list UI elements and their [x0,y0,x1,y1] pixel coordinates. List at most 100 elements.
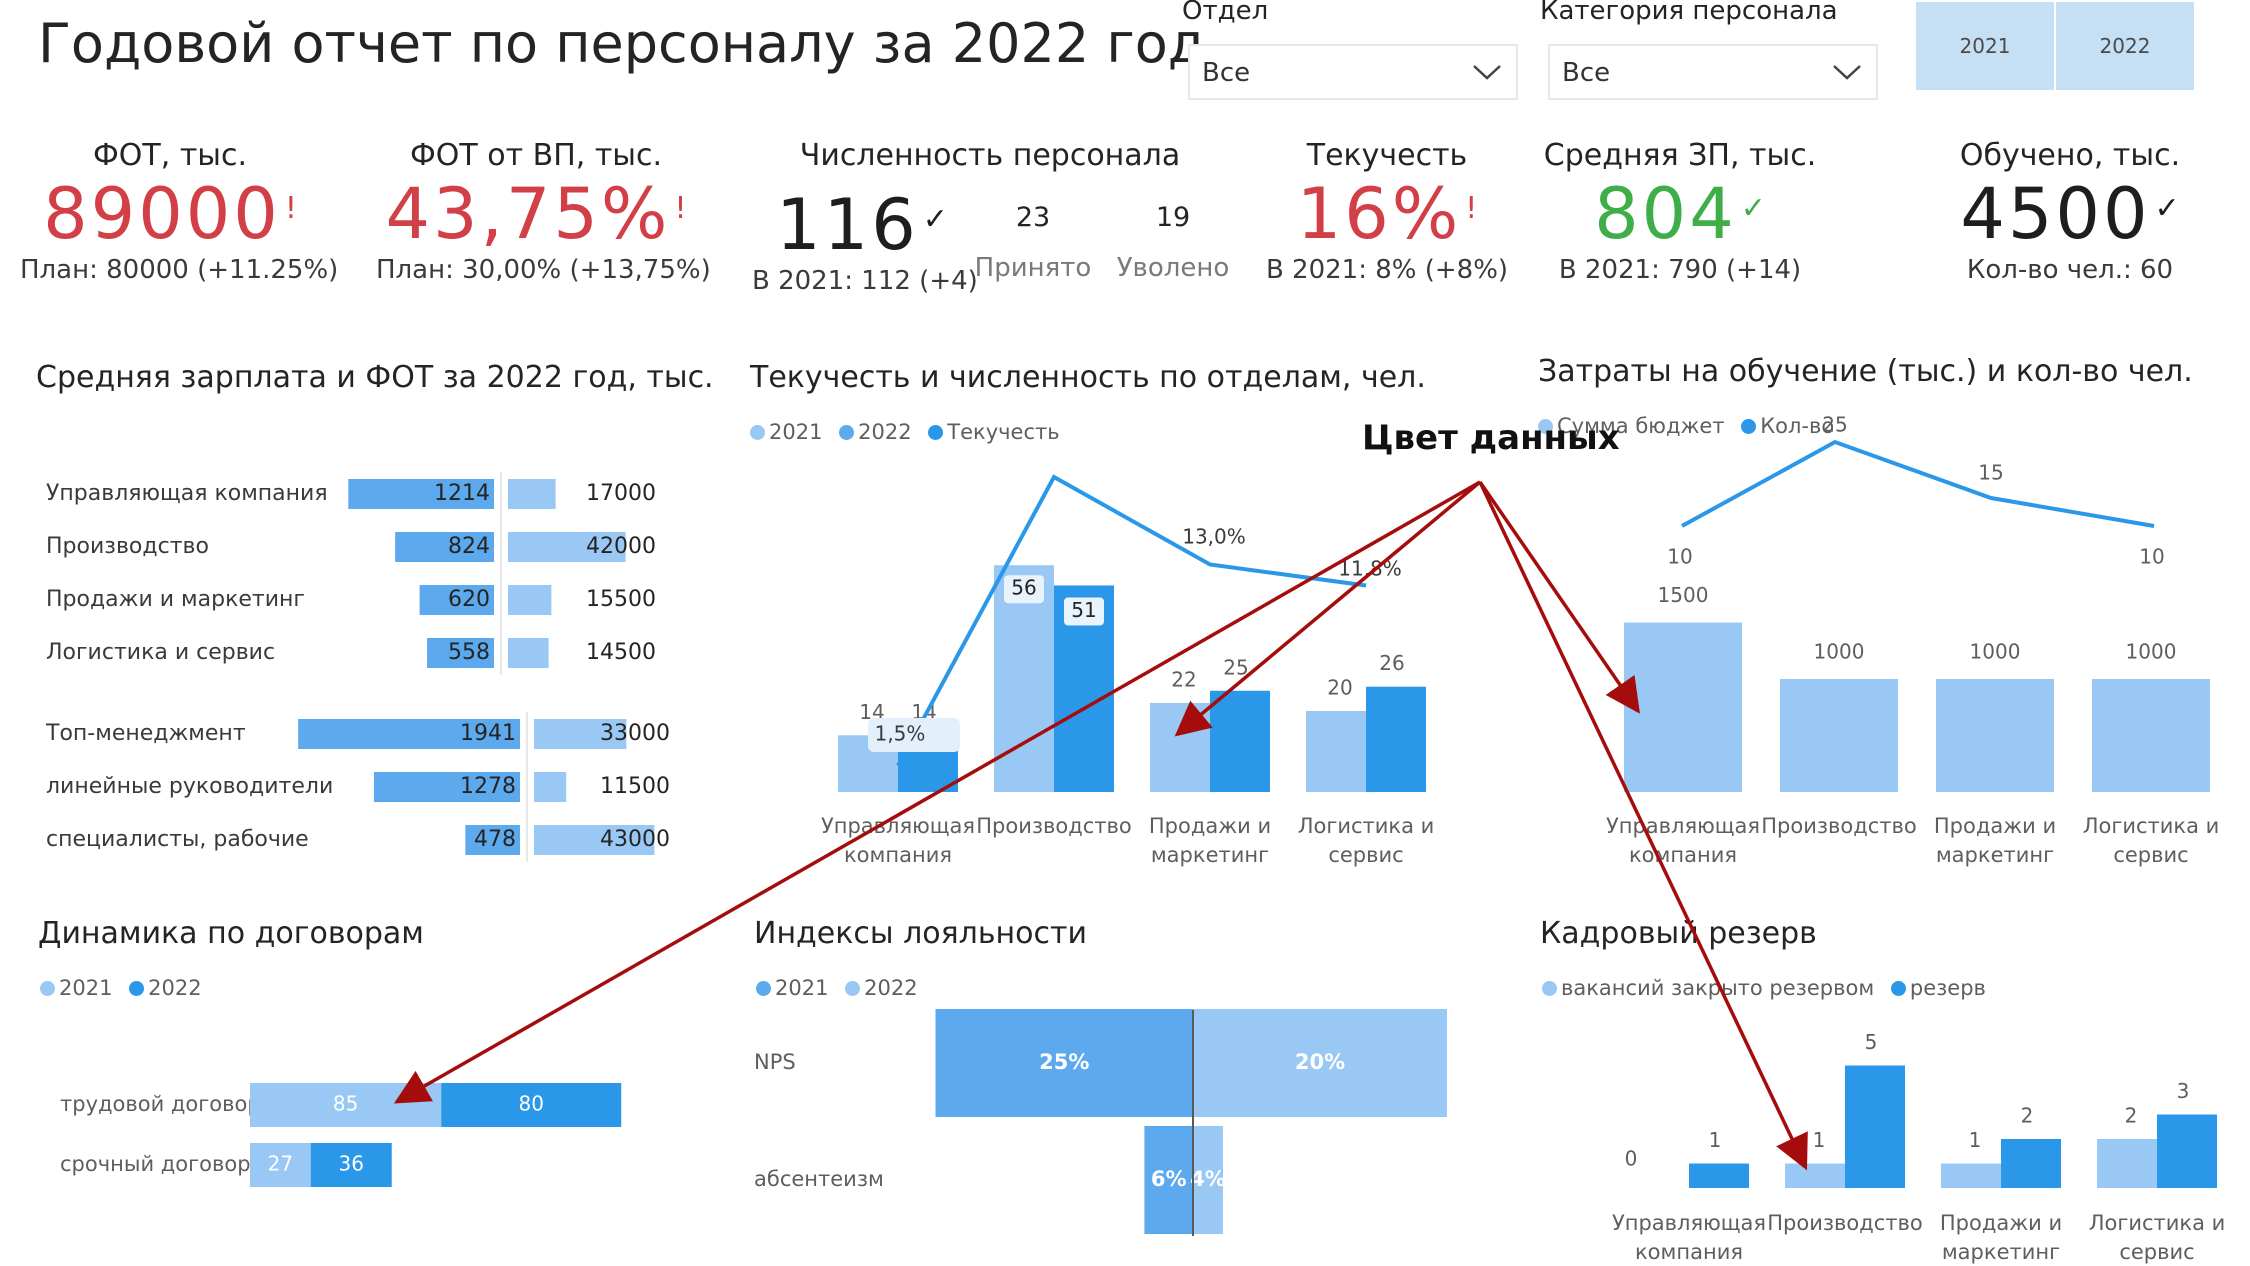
bar-2021 [935,1009,1193,1117]
reserve-bar-value: 5 [1865,1030,1878,1054]
alert-icon: ! [674,191,687,226]
checkmark-icon: ✓ [2154,191,2180,226]
category-label: маркетинг [1942,1240,2060,1264]
legend-item-2022[interactable]: 2022 [129,976,202,1000]
fot-bar-value: 11500 [600,774,670,799]
checkmark-icon: ✓ [1740,191,1766,226]
kpi-headcount-main: 116 ✓ В 2021: 112 (+4) [752,190,978,296]
kpi-turnover-prev: В 2021: 8% (+8%) [1265,255,1509,285]
legend-item-2022[interactable]: 2022 [839,420,912,444]
fot-bar-value: 42000 [586,534,656,559]
kpi-avg-salary-value: 804 [1594,173,1737,255]
turnover-value-label: 1,5% [875,722,926,746]
annotation-arrow [1478,481,1640,714]
bar-2021-value: 85 [333,1092,358,1116]
reserve-bar-value: 2 [2021,1104,2034,1128]
department-dropdown[interactable]: Все [1188,44,1518,100]
kpi-headcount-title: Численность персонала [799,138,1181,173]
salary-bar [395,532,494,562]
kpi-fot-value: 89000 [43,173,281,255]
legend-item-2021[interactable]: 2021 [40,976,112,1000]
count-value: 10 [2139,545,2164,569]
chevron-down-icon [1473,65,1501,80]
turnover-value-label: 13,0% [1182,525,1246,549]
category-label: сервис [2113,843,2188,867]
budget-bar-value: 1000 [2126,640,2177,664]
turnover-label-box [868,718,960,752]
checkmark-icon: ✓ [922,202,948,237]
salary-bar [348,479,494,509]
category-label: Управляющая [1606,814,1760,838]
legend-item-budget[interactable]: Сумма бюджет [1538,414,1725,438]
legend-item-2022[interactable]: 2022 [845,976,918,1000]
year-button-2022[interactable]: 2022 [2056,2,2194,90]
fot-bar [534,825,655,855]
fot-bar [534,772,567,802]
kpi-fired-label: Уволено [1116,253,1230,283]
fot-bar [508,638,549,668]
budget-bar-value: 1000 [1814,640,1865,664]
salary-bar-value: 824 [448,534,490,559]
category-label: Управляющая компания [46,481,328,506]
category-dropdown[interactable]: Все [1548,44,1878,100]
category-label: Производство [976,814,1132,838]
closed-bar [2097,1139,2157,1188]
category-dropdown-value: Все [1562,58,1611,88]
salary-chart-title: Средняя зарплата и ФОТ за 2022 год, тыс. [36,360,714,395]
salary-bar [373,772,520,802]
kpi-avg-salary-card: Средняя ЗП, тыс. 804 ✓ В 2021: 790 (+14) [1540,138,1820,285]
category-label: линейные руководители [46,774,333,799]
kpi-hired-value: 23 [1015,202,1051,233]
category-label: Топ-менеджмент [45,721,246,746]
annotation-arrow [1174,480,1482,737]
kpi-fot-vp-plan: План: 30,00% (+13,75%) [376,255,711,285]
reserve-bar-value: 1 [1709,1128,1722,1152]
bar-2022 [1210,690,1270,792]
kpi-fired: 19 Уволено [1108,202,1238,283]
reserve-bar [2001,1139,2061,1188]
fot-bar-value: 15500 [586,587,656,612]
category-label: NPS [754,1050,796,1074]
category-label: Производство [1761,814,1917,838]
category-label: сервис [1328,843,1403,867]
annotation-arrow [393,480,1481,1104]
category-label: маркетинг [1936,843,2054,867]
annotation-arrow [1478,481,1808,1171]
category-label: компания [1635,1240,1743,1264]
closed-bar-value: 0 [1625,1147,1638,1171]
salary-bar-value: 478 [474,827,516,852]
category-label: компания [1629,843,1737,867]
legend-item-count[interactable]: Кол-во [1741,414,1834,438]
kpi-trained-card: Обучено, тыс. 4500 ✓ Кол-во чел.: 60 [1930,138,2210,285]
salary-bar [419,585,494,615]
fot-bar [508,532,626,562]
salary-bar-value: 1278 [460,774,516,799]
reserve-bar [1845,1065,1905,1188]
category-label: Логистика и [2083,814,2220,838]
fot-bar-value: 33000 [600,721,670,746]
salary-bar-value: 1214 [434,481,490,506]
bar-2021 [1144,1126,1193,1234]
category-label: специалисты, рабочие [46,827,309,852]
annotation-label: Цвет данных [1362,418,1620,458]
kpi-headcount-prev: В 2021: 112 (+4) [752,266,978,296]
legend-item-turnover[interactable]: Текучесть [928,420,1060,444]
kpi-turnover-card: Текучесть 16%! В 2021: 8% (+8%) [1262,138,1512,285]
bar-label-box [1064,597,1104,626]
salary-bar-value: 1941 [460,721,516,746]
category-label: компания [844,843,952,867]
budget-bar [1780,679,1898,792]
budget-bar [1936,679,2054,792]
kpi-avg-salary-prev: В 2021: 790 (+14) [1558,255,1802,285]
legend-item-2021[interactable]: 2021 [750,420,822,444]
bar-2021-value: 20 [1327,676,1352,700]
year-button-2021[interactable]: 2021 [1916,2,2054,90]
kpi-fot-plan: План: 80000 (+11.25%) [20,255,339,285]
legend-item-2021[interactable]: 2021 [756,976,828,1000]
category-label: абсентеизм [754,1167,884,1191]
legend-item-reserve[interactable]: резерв [1890,976,1986,1000]
salary-bar [298,719,520,749]
reserve-bar-value: 3 [2177,1079,2190,1103]
salary-bar [465,825,520,855]
